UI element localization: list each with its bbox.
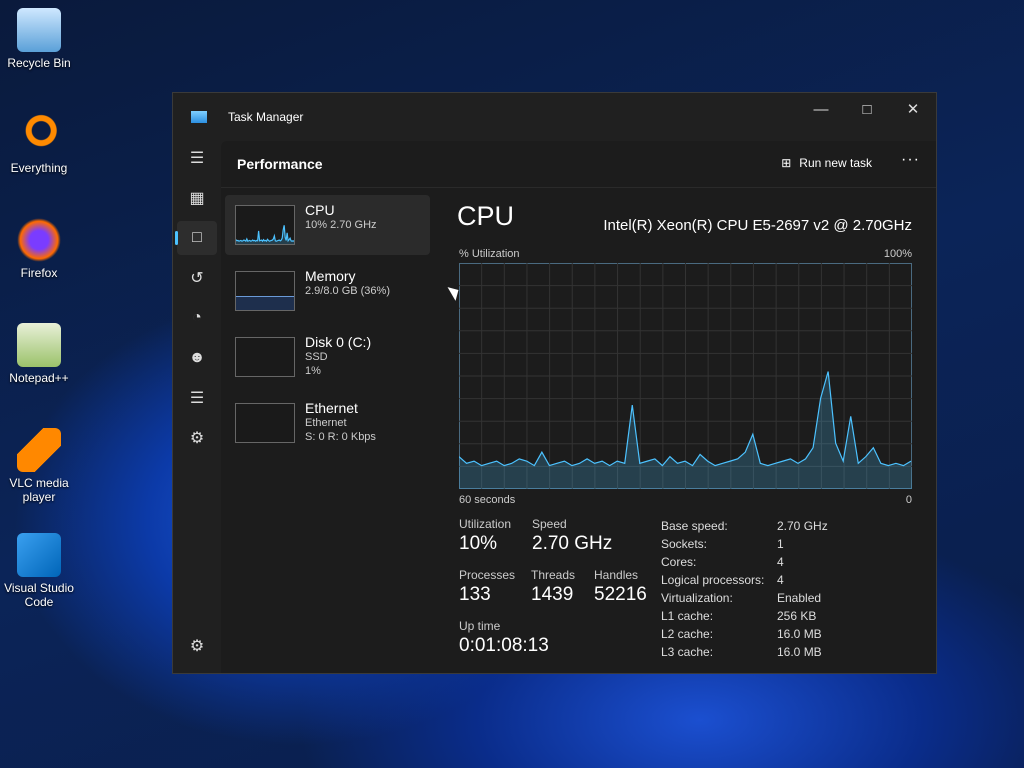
run-task-icon: ⊞ [781, 156, 792, 170]
spec-label: L2 cache: [661, 627, 714, 641]
desktop-icon[interactable]: Visual Studio Code [2, 533, 76, 609]
users-icon[interactable]: ☻ [188, 349, 206, 366]
x-right-label: 0 [905, 494, 912, 506]
everything-icon [17, 113, 61, 157]
maximize-button[interactable]: □ [862, 100, 872, 118]
spec-value: Enabled [777, 591, 822, 605]
firefox-icon [17, 218, 61, 262]
speed-value: 2.70 GHz [532, 533, 613, 554]
spec-label: Virtualization: [661, 591, 733, 605]
spec-value: 16.0 MB [777, 645, 822, 659]
details-icon[interactable]: ☰ [189, 390, 205, 407]
cpu-area [236, 225, 294, 244]
startup-apps-icon[interactable]: ◔ [192, 309, 202, 326]
desktop-icon-label: VLC media player [9, 476, 69, 504]
desktop-icon[interactable]: Firefox [2, 218, 76, 280]
run-new-task-button[interactable]: ⊞ Run new task [781, 156, 872, 170]
speed-label: Speed [532, 517, 567, 531]
perf-item-cpu[interactable]: CPU 10% 2.70 GHz [225, 195, 430, 255]
perf-item-ethernet[interactable]: Ethernet Ethernet S: 0 R: 0 Kbps [225, 393, 430, 453]
spec-label: Cores: [661, 555, 697, 569]
close-button[interactable]: ✕ [906, 101, 920, 118]
spec-value: 1 [777, 537, 784, 551]
spec-label: Logical processors: [661, 573, 765, 587]
item-name: Memory [305, 268, 356, 284]
minimize-button[interactable]: — [813, 100, 829, 118]
y-axis-label: % Utilization [459, 248, 520, 260]
spec-value: 256 KB [777, 609, 817, 623]
processes-label: Processes [459, 568, 516, 582]
recycle-bin-icon [17, 8, 61, 52]
task-manager-logo-icon [191, 111, 207, 123]
threads-label: Threads [531, 568, 576, 582]
spec-label: Sockets: [661, 537, 708, 551]
window-title: Task Manager [228, 110, 304, 124]
y-max-label: 100% [883, 248, 912, 260]
spec-value: 16.0 MB [777, 627, 822, 641]
utilization-value: 10% [459, 533, 498, 554]
utilization-label: Utilization [459, 517, 512, 531]
spec-label: L3 cache: [661, 645, 714, 659]
vscode-icon [17, 533, 61, 577]
thumbnail-graph [235, 337, 295, 377]
cpu-utilization-chart [459, 263, 912, 489]
item-name: Ethernet [305, 400, 358, 416]
spec-value: 2.70 GHz [777, 519, 828, 533]
x-left-label: 60 seconds [459, 494, 516, 506]
handles-label: Handles [594, 568, 639, 582]
more-options-button[interactable]: ··· [901, 151, 920, 168]
thumbnail-graph [235, 205, 295, 245]
run-new-task-label: Run new task [799, 156, 872, 170]
desktop-icon[interactable]: Everything [2, 113, 76, 175]
desktop-icon-label: Firefox [20, 266, 58, 280]
item-sub: 10% 2.70 GHz [305, 219, 377, 231]
thumbnail-graph [235, 271, 295, 311]
settings-icon[interactable]: ⚙ [189, 638, 205, 655]
page-title: Performance [237, 156, 323, 172]
cpu-area [459, 371, 912, 489]
performance-list: CPU 10% 2.70 GHz Memory 2.9/8.0 GB (36%) Dis… [225, 195, 430, 459]
spec-value: 4 [777, 555, 784, 569]
desktop-icon-label: Notepad++ [9, 371, 69, 385]
item-name: CPU [305, 202, 335, 218]
spec-value: 4 [777, 573, 784, 587]
services-icon[interactable]: ⚙ [189, 430, 205, 447]
cpu-line [459, 371, 912, 467]
desktop-icon[interactable]: Notepad++ [2, 323, 76, 385]
desktop-icon-label: Recycle Bin [7, 56, 71, 70]
spec-label: L1 cache: [661, 609, 714, 623]
perf-item-disk[interactable]: Disk 0 (C:) SSD 1% [225, 327, 430, 387]
processes-icon[interactable]: ▦ [189, 190, 205, 207]
desktop-icon[interactable]: Recycle Bin [2, 8, 76, 70]
app-history-icon[interactable]: ↺ [190, 270, 204, 287]
perf-item-memory[interactable]: Memory 2.9/8.0 GB (36%) [225, 261, 430, 321]
vlc-icon [17, 428, 61, 472]
threads-value: 1439 [531, 584, 574, 605]
uptime-label: Up time [459, 619, 501, 633]
processes-value: 133 [459, 584, 491, 605]
spec-label: Base speed: [661, 519, 728, 533]
item-sub: Ethernet [305, 417, 347, 429]
item-name: Disk 0 (C:) [305, 334, 372, 350]
task-manager-window: Task Manager — □ ✕ ☰ ▦ □ ↺ ◔ ☻ ☰ ⚙ ⚙ Per… [172, 92, 937, 674]
nav-rail: ☰ ▦ □ ↺ ◔ ☻ ☰ ⚙ ⚙ [173, 141, 221, 673]
desktop-icon-label: Everything [10, 161, 68, 175]
title-bar: Task Manager [173, 93, 936, 141]
desktop-icon-label: Visual Studio Code [4, 581, 74, 609]
cpu-model: Intel(R) Xeon(R) CPU E5-2697 v2 @ 2.70GH… [603, 217, 912, 234]
item-sub: SSD [305, 351, 328, 363]
desktop-icon[interactable]: VLC media player [2, 428, 76, 504]
handles-value: 52216 [594, 584, 647, 605]
cpu-line [236, 225, 294, 243]
performance-icon[interactable]: □ [175, 221, 217, 255]
item-sub: 2.9/8.0 GB (36%) [305, 285, 390, 297]
notepadpp-icon [17, 323, 61, 367]
thumbnail-graph [235, 403, 295, 443]
detail-title: CPU [457, 201, 515, 231]
hamburger-menu-icon[interactable]: ☰ [189, 150, 205, 167]
item-sub2: S: 0 R: 0 Kbps [305, 431, 376, 443]
item-sub2: 1% [305, 365, 321, 377]
uptime-value: 0:01:08:13 [459, 635, 549, 656]
